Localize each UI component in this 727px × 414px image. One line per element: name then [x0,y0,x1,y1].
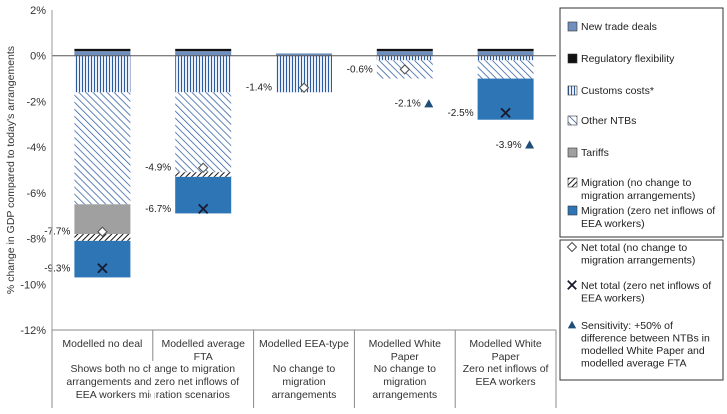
category-note: No change to [374,363,437,375]
legend-swatch-new_trade [567,21,578,32]
y-tick-label: -6% [26,188,46,200]
net-total-no-change-marker [97,226,108,237]
legend-label: New trade deals [581,21,657,33]
bar-segment-other_ntbs [175,92,232,173]
legend-label: Net total (zero net inflows of [581,280,711,292]
bar-segment-regulatory [477,48,534,52]
bar-segment-other_ntbs [74,92,131,205]
note-merge-mask [150,361,155,408]
bar-segment-new_trade [175,51,232,56]
category-note: migration [383,376,426,388]
legend-swatch-customs [567,85,578,96]
net-total-zero-net-marker [97,263,108,274]
markers-group: -7.7% -4.9% -1.4% -0.6% -9.3% -6.7% -2.5% -2.1%… [44,64,535,274]
legend-cross-icon [567,280,577,290]
y-tick-label: -10% [20,279,46,291]
data-label: -9.3% [44,263,70,274]
legend-label: Regulatory flexibility [581,53,675,65]
axes-group: 2% 0% -2% -4% -6% -8% -10% -12% % change in GDP … [5,5,557,408]
category-label: Modelled White [469,338,542,350]
legend-diamond-icon [566,241,578,253]
legend-label: Sensitivity: +50% of [581,320,673,332]
legend-label: difference between NTBs in [581,333,710,345]
category-label: Modelled White [369,338,442,350]
legend-swatch-tariffs [567,147,578,158]
sensitivity-marker [424,99,434,108]
legend-label: EEA workers) [581,218,645,230]
legend-label: Migration (no change to [581,177,691,189]
y-tick-label: -2% [26,96,46,108]
y-tick-label: 0% [30,51,46,63]
category-note: migration [282,376,325,388]
category-note: Zero net inflows of [463,363,549,375]
category-label: Modelled average [161,338,245,350]
bar-segment-other_ntbs [477,60,534,79]
category-label: Paper [492,351,521,363]
net-total-no-change-marker [298,82,310,93]
category-note: arrangements [372,389,437,401]
legend-swatch-other_ntbs [567,115,578,126]
legend-swatch-mig_nochange [567,177,578,188]
category-label: Modelled no deal [62,338,142,350]
y-tick-label: 2% [30,5,46,17]
legend-box-top [559,7,724,238]
sensitivity-marker [525,140,535,149]
category-note: No change to [273,363,336,375]
bar-segment-new_trade [477,51,534,56]
legend-label: migration arrangements) [581,190,695,202]
bar-segment-new_trade [74,51,131,56]
y-tick-label: -4% [26,142,46,154]
net-total-zero-net-marker [500,107,511,118]
legend-label: Other NTBs [581,115,636,127]
bar-segment-mig_nochange [175,172,232,177]
data-label: -3.9% [495,140,521,151]
data-label: -7.7% [44,227,70,238]
bar-segment-customs [175,55,232,93]
legend-label: Customs costs* [581,85,654,97]
bar-segment-mig_zero [175,176,232,214]
data-label: -2.1% [395,99,421,110]
category-label: Modelled EEA-type [259,338,349,350]
legend-label: Tariffs [581,147,609,159]
bars-group [74,48,534,278]
legend-label: Migration (zero net inflows of [581,205,715,217]
y-axis-title: % change in GDP compared to today's arra… [5,46,17,294]
category-label: Paper [391,351,420,363]
bar-segment-new_trade [376,51,433,56]
bar-segment-customs [376,55,433,61]
y-tick-label: -12% [20,325,46,337]
data-label: -2.5% [447,108,473,119]
legend-box-bottom [559,239,724,381]
legend-label: EEA workers) [581,293,645,305]
bar-segment-customs [74,55,131,93]
category-label: FTA [194,351,213,363]
net-total-zero-net-marker [198,203,209,214]
legend-swatch-mig_zero [567,205,578,216]
bar-segment-regulatory [376,48,433,52]
bar-segment-customs [477,55,534,61]
bar-segment-regulatory [175,48,232,52]
bar-segment-mig_zero [74,240,131,278]
legend-label: modelled White Paper and [581,345,705,357]
data-label: -0.6% [347,64,373,75]
legend-label: modelled average FTA [581,358,686,370]
bar-segment-regulatory [74,48,131,52]
legend-label: Net total (no change to [581,242,687,254]
legend-triangle-icon [567,320,577,329]
y-tick-label: -8% [26,234,46,246]
category-note: EEA workers [476,376,536,388]
bar-segment-mig_nochange [74,234,131,241]
legend-swatch-regulatory [567,53,578,64]
category-note: arrangements [272,389,337,401]
data-label: -6.7% [145,204,171,215]
net-total-no-change-marker [399,64,411,75]
legend-label: migration arrangements) [581,255,695,267]
data-label: -1.4% [246,83,272,94]
net-total-no-change-marker [197,162,209,173]
bar-segment-new_trade [276,53,332,56]
legend: New trade deals Regulatory flexibility Cus… [559,7,724,381]
data-label: -4.9% [145,163,171,174]
